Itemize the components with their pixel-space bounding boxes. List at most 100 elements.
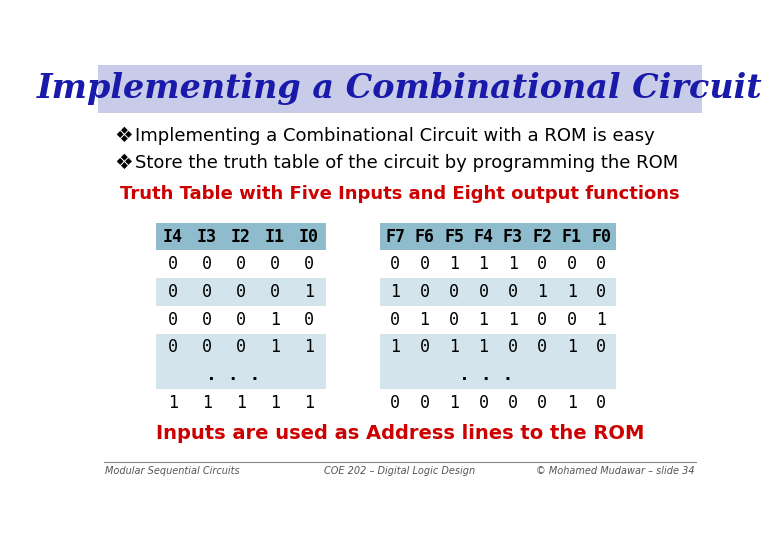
Text: 1: 1 [478, 339, 488, 356]
Text: F6: F6 [414, 227, 434, 246]
Text: 1: 1 [420, 310, 430, 329]
Text: 0: 0 [537, 310, 548, 329]
Text: ❖: ❖ [115, 153, 133, 173]
Text: Store the truth table of the circuit by programming the ROM: Store the truth table of the circuit by … [135, 154, 678, 172]
Text: 0: 0 [202, 310, 212, 329]
Text: F5: F5 [444, 227, 464, 246]
Text: 0: 0 [202, 283, 212, 301]
Text: 1: 1 [270, 394, 280, 412]
Text: 0: 0 [596, 339, 606, 356]
Text: 1: 1 [449, 339, 459, 356]
Text: F1: F1 [562, 227, 582, 246]
Text: 1: 1 [449, 255, 459, 273]
Text: F3: F3 [503, 227, 523, 246]
Text: 0: 0 [304, 310, 314, 329]
Text: 0: 0 [304, 255, 314, 273]
Text: 0: 0 [537, 339, 548, 356]
Text: 0: 0 [168, 339, 178, 356]
Text: 0: 0 [236, 310, 246, 329]
Text: 1: 1 [270, 339, 280, 356]
Text: 0: 0 [567, 255, 576, 273]
Bar [156, 251, 326, 278]
Text: 1: 1 [596, 310, 606, 329]
Text: 0: 0 [567, 310, 576, 329]
Text: 1: 1 [449, 394, 459, 412]
Text: F2: F2 [532, 227, 552, 246]
Text: 0: 0 [596, 255, 606, 273]
Text: Truth Table with Five Inputs and Eight output functions: Truth Table with Five Inputs and Eight o… [120, 185, 679, 203]
Text: 0: 0 [478, 394, 488, 412]
Text: 0: 0 [420, 255, 430, 273]
Text: 1: 1 [508, 310, 518, 329]
Text: 0: 0 [202, 339, 212, 356]
Text: 0: 0 [508, 339, 518, 356]
Text: COE 202 – Digital Logic Design: COE 202 – Digital Logic Design [324, 467, 475, 476]
Text: . . .: . . . [206, 366, 261, 384]
Bar [381, 334, 616, 361]
Text: I2: I2 [231, 227, 251, 246]
Text: 0: 0 [390, 310, 400, 329]
Text: 0: 0 [390, 255, 400, 273]
Text: 1: 1 [236, 394, 246, 412]
Text: F7: F7 [385, 227, 405, 246]
Text: 0: 0 [537, 255, 548, 273]
Bar [156, 334, 326, 361]
Text: 1: 1 [304, 283, 314, 301]
Text: ❖: ❖ [115, 126, 133, 146]
Bar [381, 278, 616, 306]
Text: Modular Sequential Circuits: Modular Sequential Circuits [105, 467, 240, 476]
Bar [381, 251, 616, 278]
Text: . . .: . . . [459, 366, 514, 384]
Bar [381, 222, 616, 251]
Text: 0: 0 [168, 255, 178, 273]
Text: I0: I0 [299, 227, 319, 246]
Text: 1: 1 [168, 394, 178, 412]
Text: 0: 0 [537, 394, 548, 412]
Text: 0: 0 [420, 339, 430, 356]
Text: 0: 0 [420, 394, 430, 412]
Text: 0: 0 [390, 394, 400, 412]
Text: Implementing a Combinational Circuit: Implementing a Combinational Circuit [37, 72, 763, 105]
Text: 1: 1 [478, 255, 488, 273]
Text: I4: I4 [163, 227, 183, 246]
Text: 1: 1 [390, 339, 400, 356]
Text: 1: 1 [567, 394, 576, 412]
Text: 1: 1 [304, 394, 314, 412]
Bar [381, 389, 616, 417]
Text: 0: 0 [449, 310, 459, 329]
Text: 1: 1 [508, 255, 518, 273]
Text: Inputs are used as Address lines to the ROM: Inputs are used as Address lines to the … [155, 424, 644, 443]
Text: © Mohamed Mudawar – slide 34: © Mohamed Mudawar – slide 34 [536, 467, 694, 476]
Text: 1: 1 [270, 310, 280, 329]
Bar [381, 306, 616, 334]
Text: 1: 1 [478, 310, 488, 329]
Text: 0: 0 [449, 283, 459, 301]
Bar [98, 112, 702, 481]
Text: 1: 1 [202, 394, 212, 412]
Bar [156, 389, 326, 417]
Text: 1: 1 [567, 283, 576, 301]
Text: 1: 1 [390, 283, 400, 301]
Text: 0: 0 [236, 255, 246, 273]
Text: I1: I1 [265, 227, 285, 246]
Bar [156, 306, 326, 334]
Text: Implementing a Combinational Circuit with a ROM is easy: Implementing a Combinational Circuit wit… [135, 127, 654, 145]
Text: 0: 0 [478, 283, 488, 301]
Text: I3: I3 [197, 227, 217, 246]
Bar [156, 361, 326, 389]
Text: F0: F0 [591, 227, 612, 246]
Text: 0: 0 [202, 255, 212, 273]
Text: 0: 0 [270, 255, 280, 273]
Text: 0: 0 [596, 394, 606, 412]
Bar [156, 222, 326, 251]
Text: 0: 0 [168, 283, 178, 301]
Text: F4: F4 [473, 227, 494, 246]
Text: 1: 1 [304, 339, 314, 356]
Text: 0: 0 [236, 283, 246, 301]
Text: 0: 0 [596, 283, 606, 301]
Text: 0: 0 [420, 283, 430, 301]
Bar [156, 278, 326, 306]
Text: 0: 0 [508, 394, 518, 412]
Bar [98, 65, 702, 112]
Bar [381, 361, 616, 389]
